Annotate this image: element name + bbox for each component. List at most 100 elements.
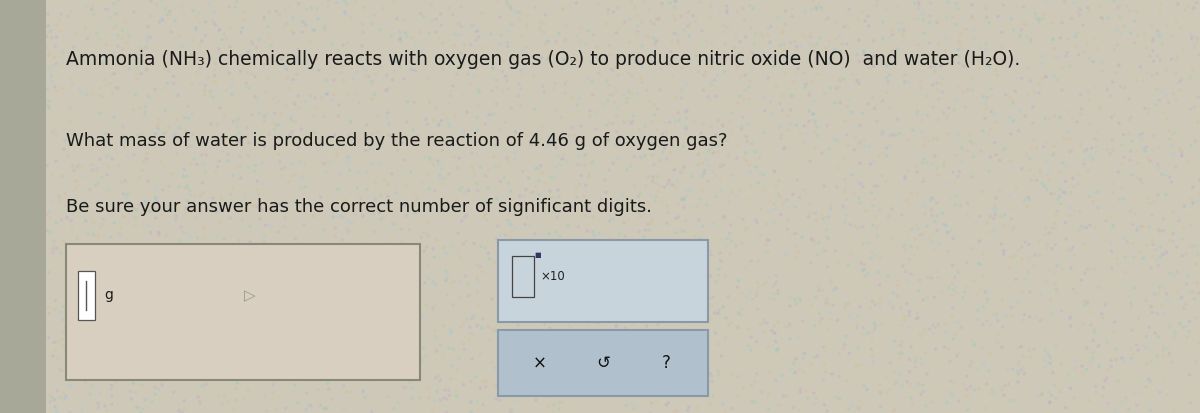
Point: [560, 13, 580, 19]
Point: [217, 87, 236, 93]
Point: [1124, 62, 1144, 69]
Point: [445, 154, 464, 160]
Point: [268, 251, 287, 257]
Point: [841, 109, 860, 116]
Point: [256, 16, 275, 23]
Point: [479, 112, 498, 118]
Point: [1036, 225, 1055, 232]
Point: [606, 287, 625, 293]
Point: [506, 261, 526, 267]
Point: [419, 75, 438, 82]
Point: [1166, 0, 1186, 5]
Point: [1001, 114, 1020, 120]
Point: [342, 291, 361, 298]
Point: [1042, 392, 1061, 399]
Point: [353, 213, 372, 219]
Point: [907, 352, 926, 358]
Point: [1073, 223, 1092, 229]
Point: [331, 171, 350, 178]
Point: [881, 211, 900, 218]
Point: [622, 366, 641, 373]
Point: [764, 200, 784, 207]
Point: [648, 295, 667, 301]
Point: [487, 235, 506, 242]
Point: [866, 183, 886, 189]
Point: [1164, 330, 1183, 337]
Point: [570, 161, 589, 167]
Point: [622, 0, 641, 6]
Point: [230, 137, 250, 143]
Point: [799, 92, 818, 99]
Point: [521, 285, 540, 292]
Point: [481, 31, 500, 37]
Point: [475, 211, 494, 218]
Point: [672, 13, 691, 20]
Point: [913, 11, 932, 17]
Point: [700, 247, 719, 254]
Point: [520, 385, 539, 392]
Point: [326, 233, 346, 240]
Point: [952, 31, 971, 37]
Point: [280, 132, 299, 138]
Point: [1015, 44, 1034, 51]
Point: [596, 377, 616, 384]
Point: [32, 339, 52, 346]
Point: [925, 252, 944, 259]
Point: [1079, 266, 1098, 273]
Point: [757, 344, 776, 350]
Point: [28, 10, 47, 17]
Point: [920, 19, 940, 26]
Point: [76, 218, 95, 224]
Point: [1124, 254, 1144, 261]
Point: [167, 296, 186, 303]
Point: [841, 12, 860, 18]
Point: [295, 222, 314, 228]
Point: [511, 85, 530, 92]
Point: [266, 8, 286, 14]
Point: [52, 336, 71, 343]
Point: [364, 341, 383, 348]
Point: [677, 296, 696, 303]
Point: [482, 57, 502, 64]
Point: [1129, 389, 1148, 396]
Point: [218, 134, 238, 141]
Point: [834, 76, 853, 83]
Point: [44, 243, 64, 250]
Point: [266, 377, 286, 383]
Point: [840, 98, 859, 104]
Point: [252, 160, 271, 166]
Point: [24, 391, 43, 398]
Point: [289, 261, 308, 268]
Point: [871, 85, 890, 91]
Point: [1172, 294, 1192, 301]
Point: [848, 313, 868, 320]
Point: [772, 122, 791, 129]
Point: [218, 158, 238, 164]
Point: [800, 40, 820, 47]
Point: [618, 118, 637, 124]
Point: [410, 29, 430, 36]
Point: [502, 6, 521, 12]
Point: [1037, 186, 1056, 193]
Point: [1164, 271, 1183, 278]
Point: [718, 9, 737, 16]
Point: [696, 258, 715, 264]
Point: [420, 208, 439, 215]
Point: [1187, 265, 1200, 272]
Point: [1164, 90, 1183, 97]
Point: [391, 226, 410, 233]
Point: [1186, 34, 1200, 40]
Point: [906, 364, 925, 370]
Point: [511, 102, 530, 109]
Point: [487, 195, 506, 202]
Point: [360, 360, 379, 366]
Point: [16, 169, 35, 176]
Point: [604, 216, 623, 223]
Point: [1044, 113, 1063, 119]
Point: [906, 315, 925, 322]
Point: [552, 160, 571, 167]
Point: [805, 156, 824, 162]
Point: [701, 377, 720, 384]
Point: [503, 310, 522, 317]
Point: [714, 303, 733, 309]
